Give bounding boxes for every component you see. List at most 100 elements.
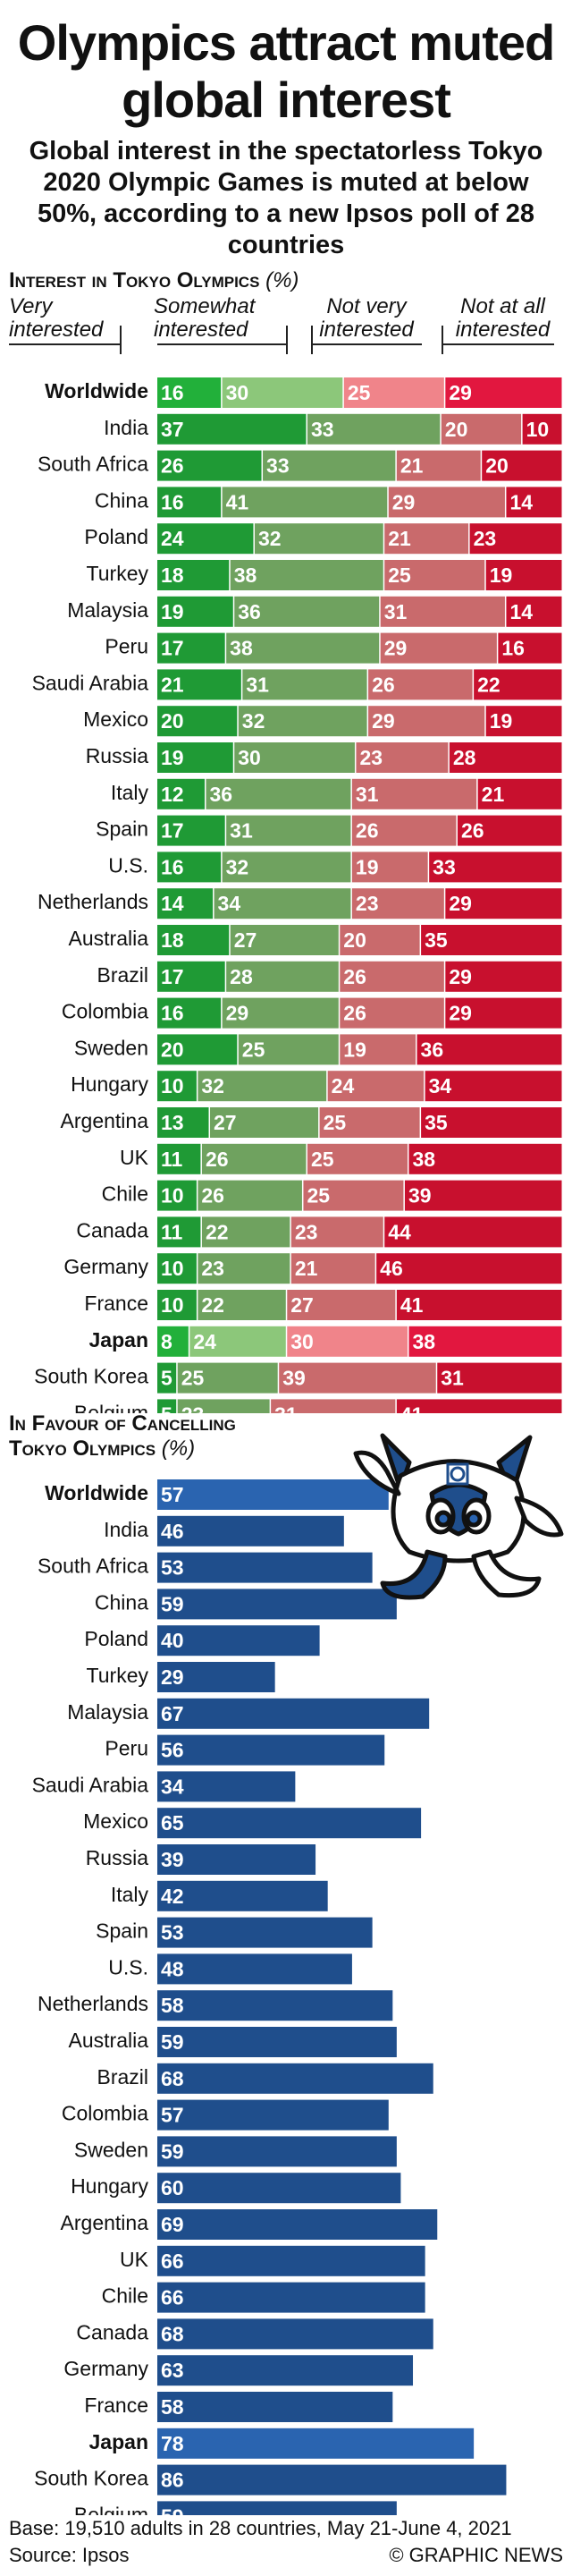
interest-bar-malaysia-not-very-interested [380,596,505,627]
interest-bar-canada-not-at-all-interested [384,1216,562,1248]
cancel-value-argentina: 69 [161,2213,184,2236]
interest-value-italy-very-interested: 12 [161,783,184,806]
legend-not-at-all-line2: interested [455,318,551,342]
interest-value-china-somewhat-interested: 41 [226,490,249,513]
interest-value-france-not-at-all-interested: 41 [400,1293,424,1317]
cancel-row-label-uk: UK [120,2248,149,2271]
cancel-section-title-line2-wrap: Tokyo Olympics (%) [9,1436,236,1462]
interest-bar-germany-not-at-all-interested [376,1253,562,1284]
interest-value-spain-not-very-interested: 26 [356,819,379,843]
interest-bar-saudi-arabia-very-interested [157,669,241,700]
cancel-row-label-south-africa: South Africa [38,1555,148,1578]
interest-value-china-very-interested: 16 [161,490,184,513]
cancel-row-label-india: India [104,1518,148,1541]
interest-bar-poland-not-very-interested [384,523,469,555]
cancel-bar-china [157,1589,397,1620]
interest-value-mexico-somewhat-interested: 32 [242,709,265,733]
credit: © GRAPHIC NEWS [389,2544,563,2566]
interest-bar-spain-somewhat-interested [226,815,351,846]
interest-value-spain-very-interested: 17 [161,819,184,843]
interest-value-malaysia-somewhat-interested: 36 [238,600,261,623]
cancel-row-label-australia: Australia [69,2029,149,2052]
cancel-row-label-saudi-arabia: Saudi Arabia [32,1773,149,1796]
cancel-row-label-chile: Chile [102,2284,148,2308]
interest-bar-china-not-very-interested [388,487,505,518]
interest-value-china-not-very-interested: 29 [392,490,416,513]
interest-value-colombia-somewhat-interested: 29 [226,1002,249,1025]
interest-bar-spain-not-at-all-interested [457,815,562,846]
interest-value-japan-not-very-interested: 30 [290,1330,314,1353]
interest-value-worldwide-not-very-interested: 25 [348,381,371,404]
interest-bar-netherlands-not-very-interested [351,888,444,919]
interest-bar-spain-very-interested [157,815,225,846]
interest-bar-malaysia-very-interested [157,596,233,627]
cancel-bar-u-s [157,1953,352,1985]
interest-bar-sweden-very-interested [157,1034,238,1065]
cancel-bar-poland [157,1625,320,1657]
interest-value-india-not-very-interested: 20 [445,418,468,441]
interest-row-label-belgium: Belgium [74,1401,148,1413]
cancel-bar-south-africa [157,1552,373,1583]
interest-bar-mexico-not-at-all-interested [485,706,562,737]
interest-bar-france-not-at-all-interested [396,1290,562,1320]
cancel-value-italy: 42 [161,1885,184,1908]
interest-bar-france-very-interested [157,1290,197,1320]
interest-value-australia-not-very-interested: 20 [343,928,366,952]
interest-value-mexico-very-interested: 20 [161,709,184,733]
interest-value-india-somewhat-interested: 33 [311,418,334,441]
interest-bar-russia-not-very-interested [356,742,449,773]
interest-value-worldwide-very-interested: 16 [161,381,184,404]
cancel-bar-france [157,2392,393,2422]
interest-bar-china-not-at-all-interested [506,487,562,518]
interest-bar-peru-not-at-all-interested [498,632,562,664]
interest-value-u-s-not-very-interested: 19 [356,855,379,878]
legend-somewhat-line1: Somewhat [154,294,256,318]
interest-row-label-japan: Japan [89,1328,148,1352]
interest-bar-peru-not-very-interested [380,632,497,664]
cancel-row-label-brazil: Brazil [97,2065,148,2089]
interest-bar-hungary-not-at-all-interested [425,1071,562,1102]
interest-value-belgium-very-interested: 5 [161,1402,172,1413]
interest-bar-south-africa-very-interested [157,450,262,481]
interest-bar-brazil-not-at-all-interested [445,961,562,992]
interest-value-argentina-not-at-all-interested: 35 [425,1111,448,1134]
interest-value-saudi-arabia-somewhat-interested: 31 [246,673,269,696]
interest-bar-poland-very-interested [157,523,254,555]
interest-bar-colombia-somewhat-interested [222,997,339,1029]
interest-value-colombia-not-at-all-interested: 29 [449,1002,472,1025]
interest-bar-chile-very-interested [157,1180,197,1211]
interest-bar-australia-not-at-all-interested [421,925,562,955]
interest-bar-hungary-very-interested [157,1071,197,1102]
cancel-value-colombia: 57 [161,2104,184,2127]
interest-value-argentina-very-interested: 13 [161,1111,184,1134]
interest-row-label-china: China [95,488,148,512]
interest-row-label-saudi-arabia: Saudi Arabia [32,671,149,694]
interest-bar-brazil-not-very-interested [340,961,444,992]
interest-bar-canada-very-interested [157,1216,201,1248]
interest-value-mexico-not-very-interested: 29 [372,709,395,733]
interest-value-netherlands-somewhat-interested: 34 [218,892,241,915]
interest-bar-south-africa-somewhat-interested [263,450,396,481]
cancel-bar-canada [157,2318,433,2350]
interest-bar-mexico-somewhat-interested [238,706,367,737]
cancel-bar-malaysia [157,1698,430,1729]
interest-value-germany-not-very-interested: 21 [295,1257,318,1280]
interest-value-france-not-very-interested: 27 [290,1293,314,1317]
interest-bar-u-s-very-interested [157,852,222,883]
legend-not-at-all-line1: Not at all [460,294,545,318]
interest-bar-hungary-not-very-interested [327,1071,425,1102]
cancel-value-poland: 40 [161,1629,184,1652]
interest-row-label-mexico: Mexico [83,708,148,731]
interest-value-peru-not-very-interested: 29 [384,637,408,660]
interest-bar-china-very-interested [157,487,222,518]
cancel-value-france: 58 [161,2395,184,2419]
interest-bar-poland-somewhat-interested [254,523,383,555]
interest-value-poland-not-at-all-interested: 23 [474,527,497,550]
interest-bar-south-africa-not-at-all-interested [482,450,562,481]
legend-not-very-rule [311,343,422,345]
cancel-value-malaysia: 67 [161,1702,184,1725]
interest-value-saudi-arabia-very-interested: 21 [161,673,184,696]
cancel-value-brazil: 68 [161,2067,184,2090]
legend-not-at-all-interested: Not at all interested [438,295,568,342]
cancel-row-label-poland: Poland [84,1627,148,1650]
